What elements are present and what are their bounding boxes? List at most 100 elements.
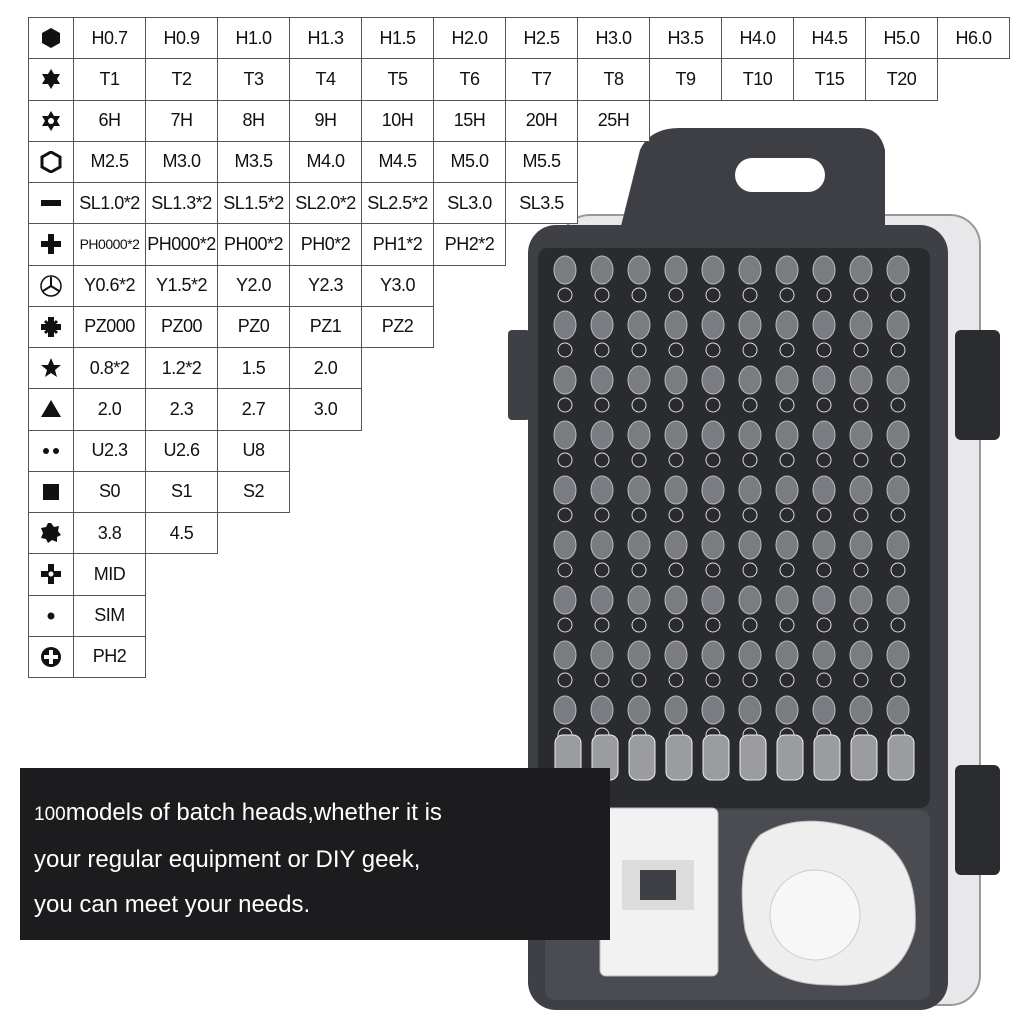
bit-marker (853, 672, 869, 688)
bit-marker (890, 342, 906, 358)
bit-marker (668, 562, 684, 578)
bit (627, 365, 651, 395)
size-cell: SL3.5 (505, 182, 578, 225)
bit-marker (594, 397, 610, 413)
size-cell: T10 (721, 58, 794, 101)
size-cell: T8 (577, 58, 650, 101)
bit (812, 530, 836, 560)
bit-marker (594, 672, 610, 688)
size-cell: 15H (433, 99, 506, 142)
bit-marker (705, 342, 721, 358)
size-cell: T6 (433, 58, 506, 101)
bit-marker (779, 562, 795, 578)
bit (775, 695, 799, 725)
bit (812, 255, 836, 285)
bit (701, 695, 725, 725)
size-cell: H1.3 (289, 17, 362, 60)
bit (664, 420, 688, 450)
size-cell: T3 (217, 58, 290, 101)
size-cell: H3.0 (577, 17, 650, 60)
bit-marker (779, 397, 795, 413)
bit-marker (779, 287, 795, 303)
bit-marker (890, 562, 906, 578)
bit-marker (705, 617, 721, 633)
bit (590, 695, 614, 725)
bit (886, 255, 910, 285)
bit-icon (42, 110, 60, 131)
bit (775, 310, 799, 340)
icon-cell (28, 388, 74, 431)
bit (812, 695, 836, 725)
size-cell: H0.7 (73, 17, 146, 60)
bit (886, 420, 910, 450)
caption-line: models of batch heads,whether it is (65, 799, 442, 826)
bit (738, 255, 762, 285)
size-cell: H5.0 (865, 17, 938, 60)
bit-marker (853, 617, 869, 633)
bit (849, 420, 873, 450)
size-cell: U8 (217, 429, 290, 472)
bit-marker (742, 617, 758, 633)
bit (886, 695, 910, 725)
bit-marker (557, 617, 573, 633)
bit (553, 420, 577, 450)
bit-marker (668, 397, 684, 413)
size-cell: SL1.5*2 (217, 182, 290, 225)
size-cell: PZ2 (361, 305, 434, 348)
bit (627, 255, 651, 285)
size-cell: PH2*2 (433, 223, 506, 266)
bit-marker (631, 452, 647, 468)
bit-marker (668, 452, 684, 468)
size-cell: H4.0 (721, 17, 794, 60)
size-cell: PH1*2 (361, 223, 434, 266)
size-cell: U2.3 (73, 429, 146, 472)
bit-marker (705, 507, 721, 523)
bit-icon (41, 200, 61, 207)
bit (849, 585, 873, 615)
bit-marker (705, 452, 721, 468)
bit (812, 640, 836, 670)
size-cell: M3.5 (217, 140, 290, 183)
icon-cell (28, 17, 74, 60)
bit (701, 255, 725, 285)
bit-marker (779, 672, 795, 688)
bit-marker (742, 562, 758, 578)
size-cell: PH0000*2 (73, 223, 146, 266)
size-cell: PH000*2 (145, 223, 218, 266)
bit-marker (742, 287, 758, 303)
bit (775, 365, 799, 395)
size-cell: PH2 (73, 635, 146, 678)
bit-marker (816, 507, 832, 523)
size-cell: 4.5 (145, 512, 218, 555)
bit (886, 475, 910, 505)
bit-icon (41, 234, 61, 255)
size-cell: S2 (217, 470, 290, 513)
size-cell: S1 (145, 470, 218, 513)
bit-icon (41, 358, 61, 378)
bit-marker (742, 672, 758, 688)
bit-marker (557, 672, 573, 688)
size-cell: 0.8*2 (73, 347, 146, 390)
icon-cell (28, 594, 74, 637)
bit (775, 585, 799, 615)
socket (850, 734, 878, 781)
bit (664, 640, 688, 670)
bit (812, 585, 836, 615)
bit (738, 365, 762, 395)
icon-cell (28, 347, 74, 390)
icon-cell (28, 470, 74, 513)
bit-marker (594, 507, 610, 523)
bit-marker (631, 287, 647, 303)
bit (627, 475, 651, 505)
bit (738, 420, 762, 450)
bit-marker (742, 397, 758, 413)
bit (849, 530, 873, 560)
bit (701, 585, 725, 615)
bit-marker (557, 342, 573, 358)
bit (627, 695, 651, 725)
size-cell: 7H (145, 99, 218, 142)
size-cell: 2.0 (289, 347, 362, 390)
size-cell: SIM (73, 594, 146, 637)
size-cell: T7 (505, 58, 578, 101)
size-cell: 2.3 (145, 388, 218, 431)
